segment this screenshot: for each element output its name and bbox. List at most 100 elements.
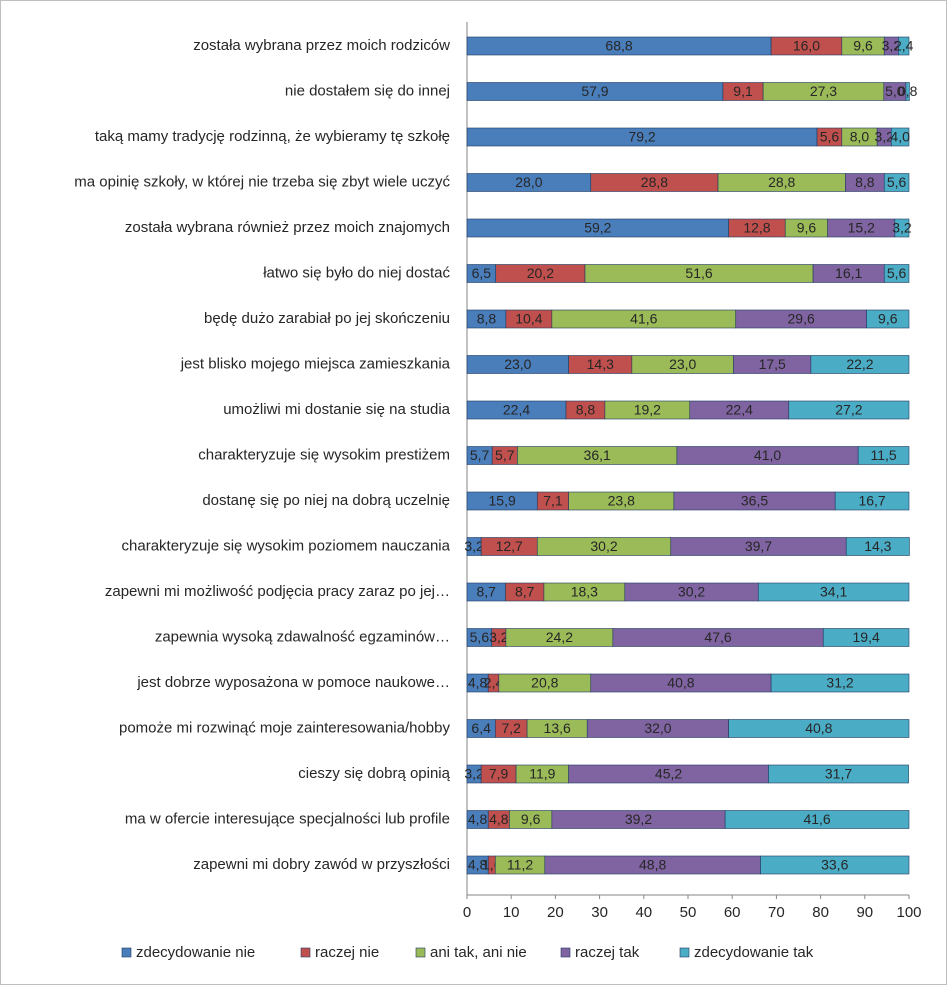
data-label: 22,4 [726,402,753,418]
category-label: taką mamy tradycję rodzinną, że wybieram… [95,128,450,145]
bar-segment [760,855,910,875]
category-label: cieszy się dobrą opinią [298,765,450,782]
data-label: 33,6 [821,857,848,873]
legend-swatch [300,947,311,958]
category-label: zapewni mi dobry zawód w przyszłości [193,856,450,873]
data-label: 23,0 [504,356,531,372]
data-label: 34,1 [820,584,847,600]
data-label: 28,8 [768,174,795,190]
data-label: 16,7 [858,493,885,509]
bar-segment [770,673,910,693]
data-label: 9,1 [733,83,753,99]
data-label: 11,5 [870,447,896,463]
data-label: 22,4 [503,402,530,418]
data-label: 20,8 [531,675,558,691]
category-label: pomoże mi rozwinąć moje zainteresowania/… [119,719,450,736]
data-label: 12,8 [743,220,770,236]
bar-segment [883,264,910,283]
category-label: ma opinię szkoły, w której nie trzeba si… [74,173,450,190]
data-label: 7,1 [543,493,563,509]
bar-segment [728,719,910,738]
category-label: zapewni mi możliwość podjęcia pracy zara… [105,583,450,600]
data-label: 6,4 [471,720,491,736]
data-label: 30,2 [678,584,705,600]
data-label: 79,2 [628,129,655,145]
data-label: 23,0 [669,356,696,372]
data-label: 18,3 [571,584,598,600]
x-tick-label: 60 [724,904,741,921]
bar-segment [845,537,910,556]
data-label: 40,8 [805,720,832,736]
data-label: 9,6 [853,38,873,54]
data-label: 14,3 [864,538,891,554]
data-label: 15,2 [848,220,875,236]
legend-label: zdecydowanie nie [136,944,255,961]
data-label: 2,4 [894,38,914,54]
data-label: 39,7 [745,538,772,554]
data-label: 19,4 [853,629,880,645]
data-label: 51,6 [685,265,712,281]
data-label: 40,8 [667,675,694,691]
data-label: 11,2 [507,857,533,873]
legend-swatch [679,947,690,958]
category-label: zapewnia wysoką zdawalność egzaminów… [155,628,450,645]
data-label: 0,8 [898,83,918,99]
bar-segment [834,491,910,511]
data-label: 8,0 [850,129,870,145]
x-tick-label: 50 [680,904,697,921]
data-label: 9,6 [521,811,541,827]
data-label: 15,9 [489,493,516,509]
data-label: 27,2 [835,402,862,418]
data-label: 3,2 [892,220,912,236]
category-label: została wybrana również przez moich znaj… [125,219,450,236]
category-label: charakteryzuje się wysokim prestiżem [198,446,450,463]
data-label: 19,2 [634,402,661,418]
data-label: 47,6 [704,629,731,645]
category-label: łatwo się było do niej dostać [263,264,450,281]
bar-segment [757,582,910,602]
bar-segment [768,764,909,784]
data-label: 57,9 [581,83,608,99]
data-label: 45,2 [655,766,682,782]
x-tick-label: 40 [635,904,652,921]
bar-segment [905,82,910,101]
data-label: 4,8 [468,811,488,827]
data-label: 3,2 [464,766,484,782]
legend-label: ani tak, ani nie [430,944,527,961]
data-label: 5,7 [495,447,515,463]
data-label: 20,2 [527,265,554,281]
category-label: została wybrana przez moich rodziców [193,37,450,54]
bar-segment [898,36,910,56]
data-label: 7,2 [501,720,521,736]
data-label: 28,0 [515,174,542,190]
x-tick-label: 80 [812,904,829,921]
data-label: 16,1 [835,265,862,281]
data-label: 41,6 [630,311,657,327]
data-label: 27,3 [810,83,837,99]
legend-label: raczej tak [575,944,640,961]
data-label: 30,2 [590,538,617,554]
legend-swatch [560,947,571,958]
bar-segment [788,400,910,420]
x-tick-label: 90 [856,904,873,921]
bar-segment [724,810,910,829]
bar-segment [822,628,910,647]
bar-segment [894,218,910,238]
data-label: 41,6 [803,811,830,827]
data-label: 32,0 [644,720,671,736]
data-label: 5,0 [885,83,905,99]
data-label: 8,8 [576,402,596,418]
data-label: 5,7 [470,447,490,463]
x-tick-label: 70 [768,904,785,921]
data-label: 23,8 [608,493,635,509]
data-label: 13,6 [544,720,571,736]
data-label: 8,8 [855,174,875,190]
data-label: 3,2 [882,38,902,54]
x-tick-label: 100 [896,904,921,921]
data-label: 6,5 [472,265,492,281]
data-label: 8,8 [477,311,497,327]
category-label: nie dostałem się do innej [285,82,450,99]
x-tick-label: 0 [463,904,471,921]
category-label: jest blisko mojego miejsca zamieszkania [180,355,451,372]
